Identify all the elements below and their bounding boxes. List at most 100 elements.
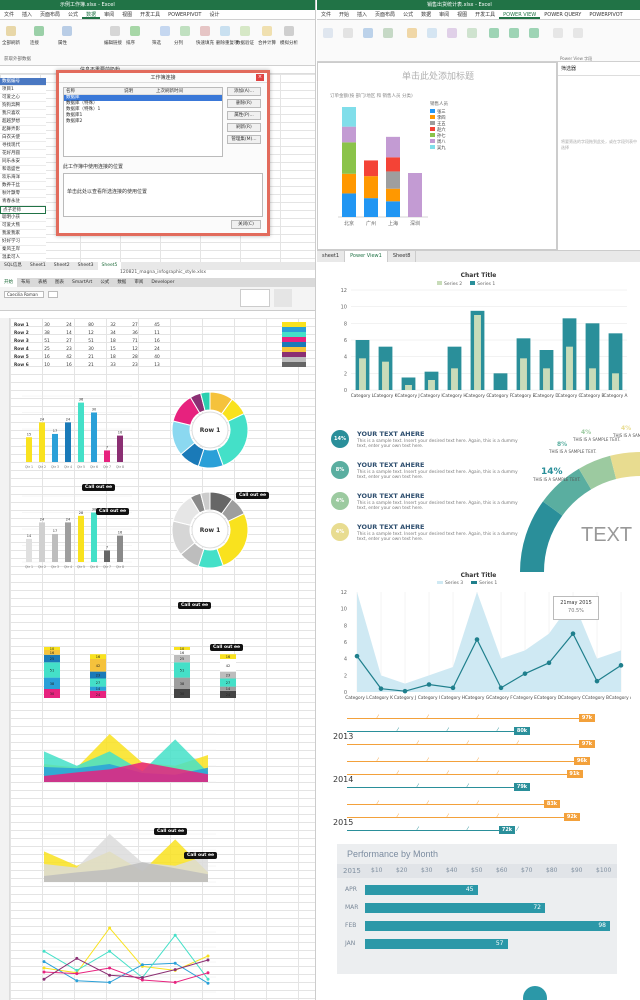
field-list-icon[interactable] <box>489 28 499 38</box>
ribbon-tab[interactable]: 页面布局 <box>40 12 61 18</box>
connection-item[interactable]: 数据库（特殊） <box>66 101 98 106</box>
theme-icon[interactable] <box>383 28 393 38</box>
table-cell[interactable]: 14 <box>66 331 72 336</box>
donut-chart-color[interactable]: Row 1 <box>168 388 252 472</box>
dialog-action-button[interactable]: 删除(R) <box>227 99 261 108</box>
table-cell[interactable]: 24 <box>66 323 72 328</box>
name-cell[interactable]: 点子老师 <box>0 206 46 214</box>
table-cell[interactable]: 40 <box>154 355 160 360</box>
colored-bar-chart[interactable]: 15 Qtr 1 24 Qtr 2 17 Qtr 3 24 Qtr 4 36 Qtr 5 30 Qtr… <box>16 384 136 474</box>
table-cell[interactable]: 36 <box>132 331 138 336</box>
stacked-bar-chart[interactable]: 北京 广州 上海 深圳 <box>328 99 478 229</box>
table-cell[interactable]: 21 <box>88 363 94 368</box>
power-view-icon[interactable] <box>553 28 563 38</box>
name-cell[interactable]: 超越梦想 <box>0 118 46 126</box>
name-cell[interactable]: 数据编号 <box>0 78 46 86</box>
connection-item[interactable]: 数据库1 <box>66 113 83 118</box>
name-cell[interactable]: 花好月圆 <box>0 150 46 158</box>
area-chart-yellow[interactable] <box>36 822 226 892</box>
performance-bar[interactable]: 45 <box>365 885 478 895</box>
table-cell[interactable]: 13 <box>154 363 160 368</box>
name-cell[interactable]: 温柔可人 <box>0 254 46 262</box>
ribbon-tab[interactable]: 审阅 <box>134 280 144 285</box>
sort-icon[interactable] <box>110 26 120 36</box>
dialog-action-button[interactable]: 刷新(R) <box>227 123 261 132</box>
font-name-box[interactable]: Caecilia Roman <box>4 291 44 298</box>
ribbon-tab[interactable]: 审阅 <box>439 12 450 18</box>
connections-icon[interactable] <box>62 26 72 36</box>
performance-bar[interactable]: 57 <box>365 939 508 949</box>
name-cell[interactable]: 寻找现代 <box>0 142 46 150</box>
name-cell[interactable]: 和谐盛世 <box>0 166 46 174</box>
name-cell[interactable]: 我爱我家 <box>0 230 46 238</box>
table-cell[interactable]: 16 <box>66 363 72 368</box>
table-cell[interactable]: 18 <box>110 339 116 344</box>
ribbon-tab[interactable]: POWERPIVOT <box>168 12 202 18</box>
area-chart-color[interactable] <box>36 722 226 792</box>
ribbon-tab[interactable]: 公式 <box>403 12 414 18</box>
ribbon-tab[interactable]: 文件 <box>4 12 15 18</box>
usage-box[interactable]: 单击此处以查看所选连接的使用位置 <box>63 173 263 217</box>
table-cell[interactable]: 23 <box>132 363 138 368</box>
table-cell[interactable]: 32 <box>110 323 116 328</box>
name-cell[interactable]: 狗狗奔腾 <box>0 102 46 110</box>
cut-icon[interactable] <box>343 28 353 38</box>
table-cell[interactable]: 30 <box>44 323 50 328</box>
connections-list[interactable]: 名称 说明 上次刷新时间 数据库 数据库（特殊） 数据库（特殊）1 数据库1 数据库2 <box>63 87 223 157</box>
sheet-tab[interactable]: Sheet5 <box>97 262 122 270</box>
ribbon-tab[interactable]: 数据 <box>82 10 101 19</box>
table-cell[interactable]: 33 <box>110 363 116 368</box>
table-cell[interactable]: 10 <box>44 363 50 368</box>
ribbon-tab[interactable]: 页面布局 <box>375 12 396 18</box>
ribbon-tab[interactable]: 图表 <box>55 280 64 285</box>
table-cell[interactable]: 16 <box>154 339 160 344</box>
ribbon-tab[interactable]: 视图 <box>457 12 468 18</box>
font-size-box[interactable] <box>48 291 58 298</box>
arrange-icon[interactable] <box>447 28 457 38</box>
table-cell[interactable]: 18 <box>110 355 116 360</box>
name-cell[interactable]: 秦风王岸 <box>0 246 46 254</box>
table-cell[interactable]: 38 <box>44 331 50 336</box>
data-validation-icon[interactable] <box>220 26 230 36</box>
gray-bar-chart[interactable]: 14 Qtr 1 24 Qtr 2 17 Qtr 3 24 Qtr 4 28 Qtr 5 30 Qtr… <box>16 484 136 574</box>
table-cell[interactable]: 80 <box>88 323 94 328</box>
name-cell[interactable]: 起舞弄影 <box>0 126 46 134</box>
sheet-tab[interactable]: SQL信息 <box>4 263 22 268</box>
ribbon-tab[interactable]: 开发工具 <box>475 12 496 18</box>
donut-chart-gray[interactable]: Row 1 <box>168 488 252 572</box>
sheet-tab[interactable]: Sheet1 <box>29 263 46 268</box>
name-cell[interactable]: 我只喜欢 <box>0 110 46 118</box>
close-button[interactable]: 关闭(C) <box>231 220 261 229</box>
ribbon-tab[interactable]: 插入 <box>22 12 33 18</box>
ribbon-tab[interactable]: 插入 <box>357 12 368 18</box>
ribbon-tab[interactable]: 审阅 <box>104 12 115 18</box>
table-cell[interactable]: 45 <box>154 323 160 328</box>
name-cell[interactable]: 同乐永安 <box>0 158 46 166</box>
dialog-action-button[interactable]: 属性(P)... <box>227 111 261 120</box>
name-cell[interactable]: 白衣天使 <box>0 134 46 142</box>
name-cell[interactable]: 欢乐海洋 <box>0 174 46 182</box>
ribbon-tab[interactable]: 数据 <box>117 280 127 285</box>
power-view-canvas[interactable]: 单击此处添加标题 订单金额(按 部门/地区 和 销售人员 分类) 北京 广州 上海 深… <box>317 62 557 250</box>
ribbon-tab[interactable]: 表格 <box>38 280 47 285</box>
connection-item[interactable]: 数据库（特殊）1 <box>66 107 101 112</box>
table-cell[interactable]: 16 <box>44 355 50 360</box>
table-cell[interactable]: 71 <box>132 339 138 344</box>
line-chart-multi[interactable] <box>36 922 226 1000</box>
what-if-icon[interactable] <box>262 26 272 36</box>
table-cell[interactable]: 23 <box>66 347 72 352</box>
undo-icon[interactable] <box>363 28 373 38</box>
performance-bar[interactable]: 98 <box>365 921 610 931</box>
table-cell[interactable]: 27 <box>66 339 72 344</box>
ribbon-tab[interactable]: 公式 <box>100 280 110 285</box>
name-cell[interactable]: 秋叶飘零 <box>0 190 46 198</box>
ribbon-tab[interactable]: SmartArt <box>72 280 93 285</box>
filter-icon[interactable] <box>130 26 140 36</box>
flash-fill-icon[interactable] <box>180 26 190 36</box>
fit-window-icon[interactable] <box>509 28 519 38</box>
table-cell[interactable]: 30 <box>88 347 94 352</box>
refresh-all-icon[interactable] <box>34 26 44 36</box>
table-cell[interactable]: 28 <box>132 355 138 360</box>
